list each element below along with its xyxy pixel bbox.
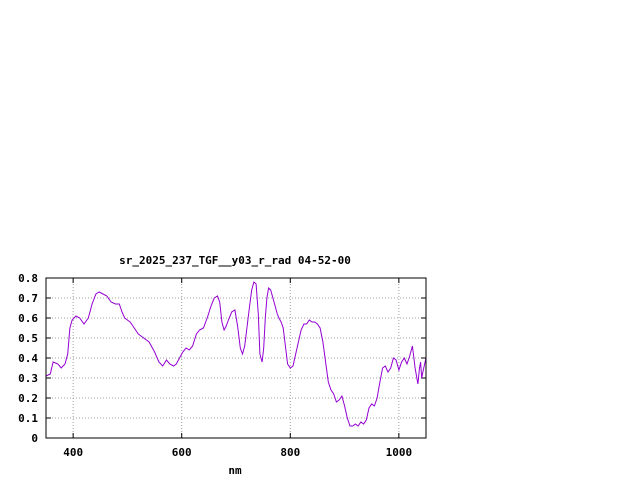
y-tick-label: 0.2 (18, 392, 38, 405)
x-tick-label: 400 (63, 446, 83, 459)
grid (46, 278, 426, 438)
y-tick-label: 0.3 (18, 372, 38, 385)
x-tick-label: 600 (172, 446, 192, 459)
y-tick-label: 0.5 (18, 332, 38, 345)
y-tick-label: 0.8 (18, 272, 38, 285)
y-tick-label: 0.6 (18, 312, 38, 325)
y-axis: 0 0.1 0.2 0.3 0.4 0.5 0.6 0.7 0.8 (18, 272, 426, 445)
plot-frame (45, 277, 427, 439)
x-tick-label: 1000 (386, 446, 413, 459)
y-tick-label: 0.7 (18, 292, 38, 305)
x-axis: 400 600 800 1000 (63, 278, 412, 459)
y-tick-label: 0 (31, 432, 38, 445)
x-axis-label: nm (228, 464, 242, 477)
x-tick-label: 800 (280, 446, 300, 459)
chart-title: sr_2025_237_TGF__y03_r_rad 04-52-00 (119, 254, 351, 267)
series-line (45, 281, 427, 427)
y-tick-label: 0.1 (18, 412, 38, 425)
y-tick-label: 0.4 (18, 352, 38, 365)
